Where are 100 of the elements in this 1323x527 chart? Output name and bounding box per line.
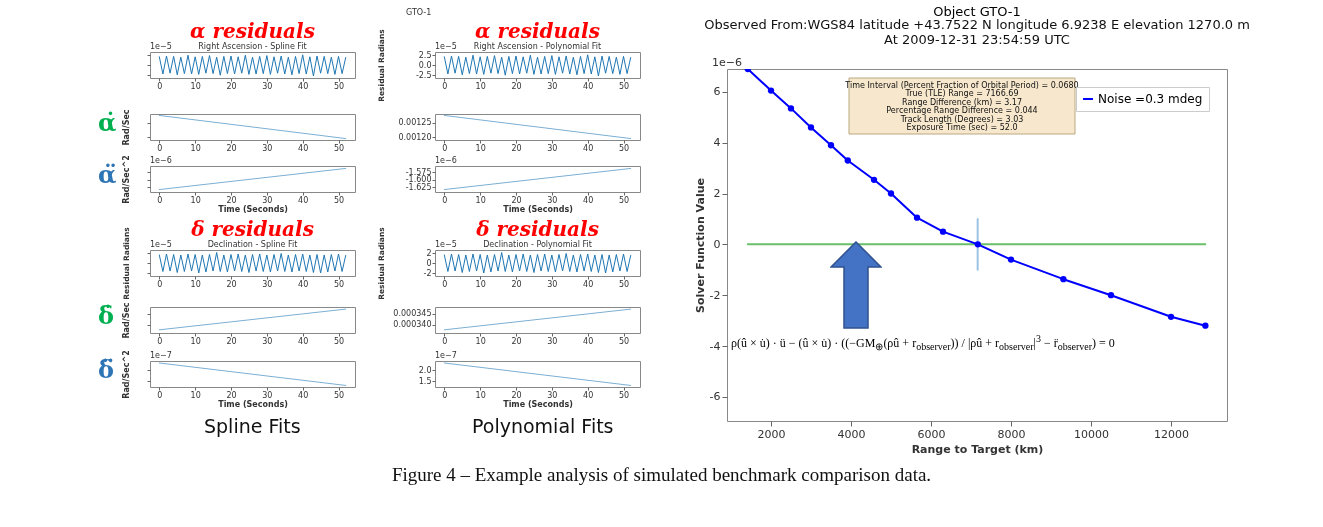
x-tick-label: 10	[190, 279, 201, 289]
x-tick-label: 50	[333, 279, 345, 289]
x-tick-label: 0	[442, 81, 448, 91]
x-tick-label: 0	[157, 81, 163, 91]
y-tick-label: -1.575	[405, 167, 432, 177]
chart-title: α residuals	[475, 19, 600, 43]
chart-subtitle: Right Ascension - Polynomial Fit	[473, 42, 602, 51]
text: 1e−5	[435, 240, 457, 249]
x-tick-label: 20	[226, 81, 237, 91]
chart-title: Object GTO-1	[933, 4, 1021, 19]
text: 1e−6	[150, 156, 172, 165]
point	[787, 105, 795, 112]
x-tick-label: 0	[157, 279, 163, 289]
chart-subtitle: Observed From:WGS84 latitude +43.7522 N longitude 6.9238 E elevation 1270.0 m At 2009-12-31 23:54:59 UTC	[704, 17, 1250, 47]
x-tick-label: 40	[298, 279, 309, 289]
text: 1e−5	[150, 42, 172, 51]
point	[1060, 276, 1067, 283]
point	[913, 214, 921, 221]
x-tick-label: 20	[511, 195, 522, 205]
x-tick-label: 12000	[1154, 427, 1189, 441]
x-tick-label: 40	[298, 336, 309, 346]
x-tick-label: 30	[262, 279, 273, 289]
x-tick-label: 4000	[837, 427, 866, 441]
x-tick-label: 40	[583, 195, 594, 205]
point	[844, 157, 851, 164]
x-tick-label: 10	[475, 390, 486, 400]
chart-title: δ residuals	[475, 217, 599, 241]
x-tick-label: 10	[190, 81, 201, 91]
x-tick-label: 10	[475, 279, 486, 289]
point	[767, 87, 775, 94]
y-tick-label: 0.000345	[393, 309, 432, 319]
x-tick-label: 0	[442, 390, 448, 400]
chart-subtitle: Declination - Spline Fit	[207, 240, 298, 249]
x-tick-label: 10	[475, 195, 486, 205]
point	[1202, 322, 1209, 329]
x-tick-label: 0	[442, 279, 448, 289]
x-tick-label: 50	[618, 336, 630, 346]
text: δ̈	[98, 355, 115, 384]
y-tick-label: 2.0	[418, 365, 432, 375]
x-tick-label: 30	[547, 279, 558, 289]
annotation: Track Length (Degrees) = 3.03	[899, 114, 1024, 124]
x-tick-label: 10	[190, 195, 201, 205]
x-tick-label: 20	[226, 390, 237, 400]
x-tick-label: 50	[333, 390, 345, 400]
x-tick-label: 30	[262, 81, 273, 91]
annotation: Exposure Time (sec) = 52.0	[906, 123, 1018, 132]
x-tick-label: 50	[333, 81, 345, 91]
x-tick-label: 0	[157, 143, 163, 153]
x-tick-label: 30	[262, 390, 273, 400]
point	[827, 142, 835, 149]
y-axis-title: Solver Function Value	[693, 178, 707, 313]
x-axis-title: Time (Seconds)	[503, 399, 573, 409]
y-tick-label: 2	[713, 187, 721, 201]
text: 1e−6	[435, 156, 457, 165]
x-tick-label: 20	[226, 279, 237, 289]
point	[887, 190, 895, 197]
x-tick-label: 40	[583, 143, 594, 153]
x-tick-label: 50	[618, 143, 630, 153]
x-tick-label: 8000	[997, 427, 1026, 441]
x-tick-label: 30	[547, 390, 558, 400]
annotation: Range Difference (km) = 3.17	[902, 97, 1022, 107]
legend-label: Noise =0.3 mdeg	[1098, 92, 1203, 106]
point	[870, 176, 878, 183]
x-tick-label: 30	[547, 143, 558, 153]
point	[807, 124, 815, 131]
y-tick-label: -1.600	[405, 175, 432, 185]
x-tick-label: 20	[511, 143, 522, 153]
text: 1e−5	[150, 240, 172, 249]
point	[939, 228, 947, 235]
x-axis-title: Range to Target (km)	[911, 442, 1044, 456]
y-axis-title: Rad/Sec	[121, 109, 131, 146]
text: 1e−7	[150, 351, 172, 360]
y-tick-label: 4	[713, 136, 721, 150]
x-tick-label: 40	[298, 143, 309, 153]
chart-title: δ residuals	[190, 217, 314, 241]
text: Spline Fits	[204, 415, 301, 437]
y-tick-label: 2	[426, 248, 432, 258]
y-tick-label: 0.000340	[393, 320, 432, 330]
x-tick-label: 20	[511, 336, 522, 346]
x-tick-label: 40	[583, 279, 594, 289]
annotation: Percentage Range Difference = 0.044	[886, 106, 1038, 116]
text: 1e−5	[435, 42, 457, 51]
x-tick-label: 2000	[757, 427, 786, 441]
text: α̇	[98, 108, 117, 137]
point	[1007, 256, 1015, 263]
annotation: True (TLE) Range = 7166.69	[904, 89, 1019, 99]
x-tick-label: 0	[442, 195, 448, 205]
x-tick-label: 20	[511, 81, 522, 91]
x-tick-label: 0	[442, 143, 448, 153]
x-tick-label: 10000	[1074, 427, 1109, 441]
x-tick-label: 50	[333, 336, 345, 346]
x-tick-label: 10	[190, 143, 201, 153]
y-tick-label: 0	[426, 258, 432, 268]
y-axis-title: Rad/Sec^2	[121, 350, 131, 399]
point	[1107, 292, 1115, 299]
text: δ̇	[98, 301, 115, 330]
y-axis-title: Rad/Sec	[121, 302, 131, 339]
y-tick-label: -1.625	[405, 182, 432, 192]
x-tick-label: 0	[157, 336, 163, 346]
y-tick-label: 0.00125	[398, 118, 432, 128]
